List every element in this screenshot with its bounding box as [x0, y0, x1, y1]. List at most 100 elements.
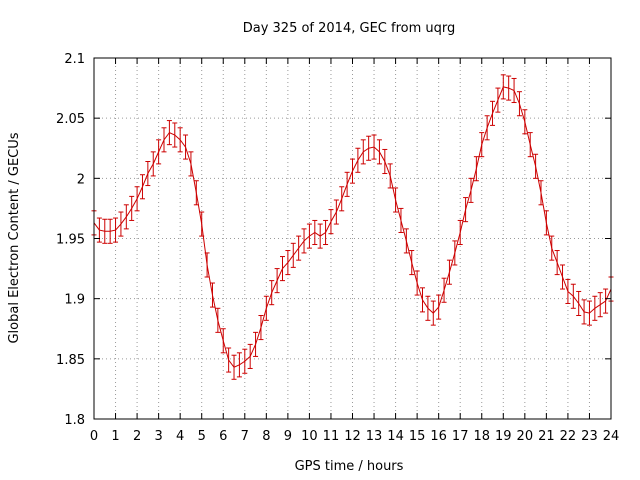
- data-point: [586, 300, 592, 326]
- data-point: [387, 163, 393, 189]
- x-tick-label: 4: [176, 429, 184, 444]
- x-tick-label: 12: [344, 429, 361, 444]
- data-point: [436, 294, 442, 320]
- data-point: [398, 207, 404, 233]
- x-tick-label: 10: [301, 429, 318, 444]
- x-tick-label: 15: [409, 429, 426, 444]
- data-point: [554, 250, 560, 276]
- x-tick-label: 5: [198, 429, 206, 444]
- data-point: [183, 134, 189, 160]
- data-point: [446, 259, 452, 285]
- data-point: [150, 151, 156, 177]
- data-point: [220, 328, 226, 354]
- data-point: [366, 135, 372, 161]
- data-point: [549, 235, 555, 261]
- data-point: [355, 147, 361, 173]
- x-axis-tick-labels: 0 1 2 3 4 5 6 7 8 9 10 11 12 13 14 15 16 17 18 19 20 21 22 23 24: [90, 429, 619, 444]
- data-point: [527, 132, 533, 158]
- data-point: [242, 348, 248, 374]
- data-point: [113, 217, 119, 243]
- x-tick-label: 22: [560, 429, 577, 444]
- data-point: [516, 91, 522, 117]
- x-tick-label: 3: [154, 429, 162, 444]
- data-point: [490, 100, 496, 126]
- data-point: [468, 177, 474, 203]
- x-tick-label: 14: [387, 429, 404, 444]
- data-point: [500, 74, 506, 100]
- data-point: [323, 219, 329, 246]
- data-point: [129, 195, 135, 221]
- x-tick-label: 19: [495, 429, 512, 444]
- data-point: [118, 211, 124, 237]
- data-point: [371, 134, 377, 160]
- data-point: [193, 180, 199, 206]
- data-point: [495, 87, 501, 113]
- data-point: [172, 122, 178, 148]
- data-point: [565, 278, 571, 304]
- data-point: [247, 343, 253, 369]
- x-tick-label: 18: [473, 429, 490, 444]
- data-point: [457, 219, 463, 246]
- data-point: [306, 223, 312, 249]
- y-axis-tick-labels: 1.8 1.85 1.9 1.95 2 2.05 2.1: [56, 52, 85, 428]
- data-point: [560, 264, 566, 290]
- y-tick-label: 1.95: [56, 233, 85, 248]
- x-tick-label: 9: [284, 429, 292, 444]
- y-tick-label: 2.1: [64, 52, 85, 67]
- data-series: [91, 74, 614, 380]
- x-tick-label: 21: [538, 429, 555, 444]
- data-point: [376, 139, 382, 165]
- data-point: [328, 209, 334, 235]
- data-point: [511, 77, 517, 104]
- axis-ticks: [93, 57, 612, 420]
- x-tick-label: 7: [241, 429, 249, 444]
- data-point: [581, 299, 587, 325]
- data-point: [166, 120, 172, 146]
- data-point: [538, 180, 544, 206]
- y-tick-label: 2.05: [56, 112, 85, 127]
- data-point: [382, 148, 388, 175]
- data-point: [253, 331, 259, 357]
- data-point: [339, 186, 345, 212]
- data-point: [102, 218, 108, 244]
- data-point: [274, 268, 280, 294]
- data-point: [430, 300, 436, 326]
- data-point: [301, 228, 307, 254]
- data-point: [199, 211, 205, 237]
- data-point: [533, 153, 539, 179]
- x-tick-label: 1: [111, 429, 119, 444]
- data-point: [425, 295, 431, 321]
- x-tick-label: 8: [262, 429, 270, 444]
- data-point: [414, 270, 420, 296]
- data-point: [570, 283, 576, 309]
- data-point: [317, 223, 323, 249]
- data-point: [177, 127, 183, 153]
- data-point: [215, 307, 221, 333]
- data-point: [441, 277, 447, 303]
- data-point: [123, 204, 129, 230]
- data-point: [350, 158, 355, 184]
- data-point: [473, 156, 479, 182]
- x-tick-label: 23: [581, 429, 598, 444]
- data-point: [231, 354, 237, 380]
- x-tick-label: 16: [430, 429, 447, 444]
- data-point: [269, 280, 275, 306]
- data-point: [522, 109, 528, 135]
- x-tick-label: 24: [603, 429, 620, 444]
- chart-title: Day 325 of 2014, GEC from uqrg: [243, 21, 456, 36]
- y-axis-label: Global Electron Content / GECUs: [7, 132, 22, 343]
- data-point: [576, 290, 582, 317]
- data-point: [463, 197, 469, 223]
- data-point: [290, 242, 296, 268]
- x-tick-label: 17: [452, 429, 469, 444]
- data-point: [603, 288, 609, 314]
- data-point: [409, 250, 415, 276]
- data-point: [592, 295, 598, 321]
- data-point: [333, 199, 339, 225]
- data-point: [263, 295, 269, 321]
- data-point: [506, 75, 512, 101]
- data-point: [236, 352, 242, 378]
- y-tick-label: 1.9: [64, 293, 85, 308]
- x-tick-label: 13: [366, 429, 383, 444]
